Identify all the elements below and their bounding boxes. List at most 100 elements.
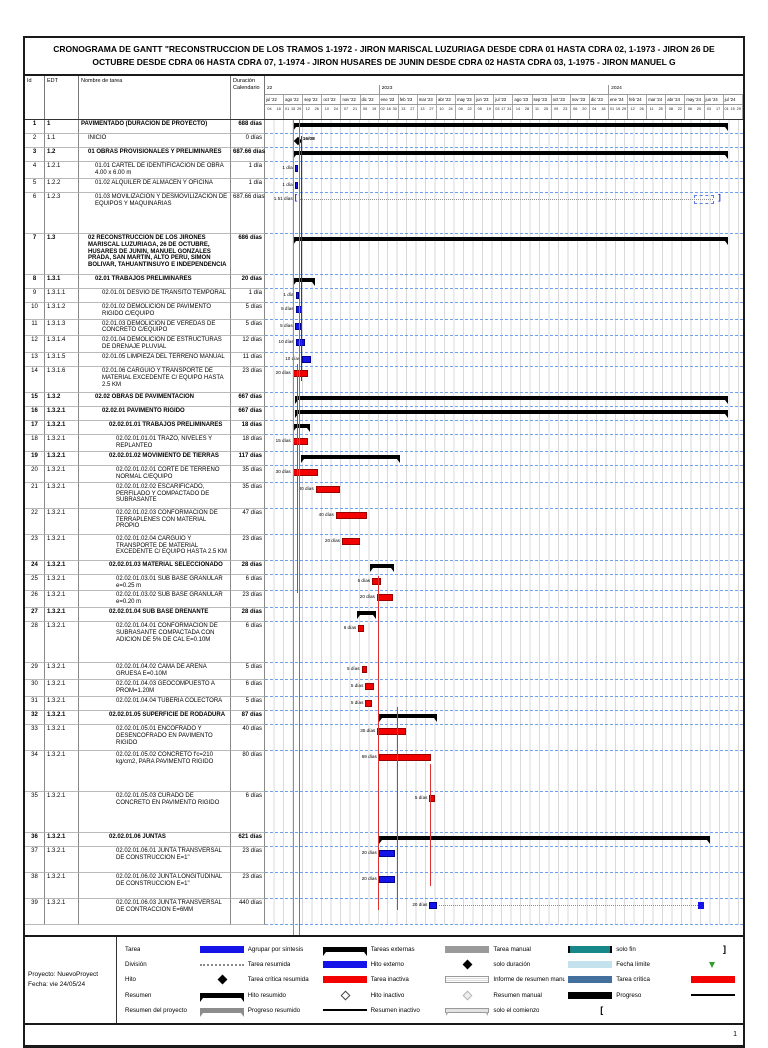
task-duration-cell: 440 días: [231, 898, 265, 925]
task-edt-cell: 1.2.1: [45, 162, 79, 179]
task-duration-cell: 35 días: [231, 465, 265, 483]
task-edt-cell: 1.3.2.1: [45, 846, 79, 873]
task-bar: [295, 339, 305, 347]
task-name-cell: 02.01.06 CARGUIO Y TRANSPORTE DE MATERIA…: [79, 367, 231, 394]
bar-duration-label: 1 día: [283, 291, 294, 297]
task-row: 28 1.3.2.1 02.02.01.04.01 CONFORMACION DE …: [25, 622, 743, 664]
task-name-cell: 02.02.01.06 JUNTAS: [79, 832, 231, 847]
summary-bar: [292, 236, 728, 245]
task-id-cell: 12: [25, 336, 45, 354]
bar-duration-label: 20 días: [324, 537, 340, 543]
legend-item: Informe de resumen manual: [493, 972, 613, 987]
timeline-month-label: may '23: [456, 94, 476, 105]
bar-duration-label: 1 día: [282, 181, 293, 187]
timeline-month-label: nov '23: [571, 94, 590, 105]
task-row: 17 1.3.2.1 02.02.01.01 TRABAJOS PRELIMINAR…: [25, 421, 743, 436]
task-id-cell: 16: [25, 407, 45, 422]
timeline-day-ticks: 10 24: [322, 105, 342, 119]
critical-task-bar: [292, 370, 308, 378]
critical-task-bar: [365, 699, 373, 707]
task-chart-cell: 20 días: [265, 898, 743, 925]
task-edt-cell: 1.3.2.1: [45, 663, 79, 681]
bar-duration-label: 20 días: [412, 901, 428, 907]
legend-box: Proyecto: NuevoProyect Fecha: vie 24/05/…: [25, 934, 743, 1023]
legend-item: Tarea manual: [493, 942, 613, 957]
task-id-cell: 22: [25, 508, 45, 535]
bar-black-caps-legend-icon: [322, 946, 367, 956]
task-id-cell: 25: [25, 574, 45, 592]
task-duration-cell: 6 días: [231, 791, 265, 833]
task-name-cell: 02.01.04 DEMOLICION DE ESTRUCTURAS DE DR…: [79, 336, 231, 354]
legend-item: Tarea resumida: [248, 957, 367, 972]
legend-item-label: Tarea crítica resumida: [247, 976, 309, 984]
task-chart-cell: 30 días: [265, 482, 743, 509]
column-header-edt: EDT: [45, 76, 79, 119]
task-name-cell: 02.02.01.04 SUB BASE DRENANTE: [79, 608, 231, 623]
task-edt-cell: 1.3.2.1: [45, 622, 79, 664]
task-chart-cell: 6 días: [265, 622, 743, 664]
task-name-cell: 02.02.01.01.01 TRAZO, NIVELES Y REPLANTE…: [79, 435, 231, 452]
task-duration-cell: 5 días: [231, 696, 265, 711]
task-name-cell: 02.02.01.05.02 CONCRETO f'c=210 kg/cm2, …: [79, 750, 231, 792]
task-id-cell: 14: [25, 367, 45, 394]
task-edt-cell: 1.3.2.1: [45, 791, 79, 833]
task-row: 35 1.3.2.1 02.02.01.05.03 CURADO DE CONCRE…: [25, 791, 743, 833]
task-edt-cell: 1.3.2.1: [45, 465, 79, 483]
task-duration-cell: 12 días: [231, 336, 265, 354]
task-id-cell: 20: [25, 465, 45, 483]
task-duration-cell: 18 días: [231, 421, 265, 436]
task-duration-cell: 688 días: [231, 120, 265, 134]
task-duration-cell: 18 días: [231, 435, 265, 452]
legend-item-label: solo fin: [616, 945, 636, 953]
timeline-day-ticks: 01 15 29: [724, 105, 743, 119]
task-id-cell: 18: [25, 435, 45, 452]
timeline-month-label: ene '24: [609, 94, 629, 105]
critical-task-bar: [292, 468, 318, 476]
critical-task-bar: [365, 683, 374, 691]
timeline-month-label: oct '22: [322, 94, 342, 105]
legend-item: solo duración: [493, 957, 613, 972]
task-id-cell: 24: [25, 560, 45, 575]
bar-red-legend-icon: [322, 976, 367, 984]
task-chart-cell: [265, 832, 743, 847]
timeline-year-label: 22: [265, 84, 380, 94]
critical-task-bar: [315, 485, 341, 493]
bar-duration-label: 5 días: [357, 577, 371, 583]
task-id-cell: 34: [25, 750, 45, 792]
task-chart-cell: 5 días: [265, 791, 743, 833]
legend-column: Tarea manual solo duración Informe de resu…: [493, 942, 613, 1018]
task-duration-cell: 117 días: [231, 451, 265, 466]
legend-item: solo fin: [616, 942, 735, 957]
bar-red-legend-icon: [690, 976, 735, 984]
bar-blue-legend-icon: [322, 961, 367, 969]
task-row: 1 1 PAVIMENTADO (DURACION DE PROYECTO) 688 …: [25, 120, 743, 134]
legend-item: Resumen manual: [493, 987, 613, 1002]
timeline-month-label: ago '22: [284, 94, 304, 105]
critical-task-bar: [377, 727, 406, 735]
task-row: 30 1.3.2.1 02.02.01.04.03 GEOCOMPUESTO A P…: [25, 680, 743, 697]
bar-duration-label: 6 días: [343, 625, 357, 631]
timeline-month-label: jul '23: [494, 94, 514, 105]
timeline-day-ticks: 01 15 29: [284, 105, 304, 119]
timeline-day-ticks: 08 22: [666, 105, 686, 119]
timeline-month-label: jun '23: [475, 94, 495, 105]
legend-item-label: Agrupar por síntesis: [247, 945, 304, 953]
timeline-day-ticks: 11 25: [533, 105, 552, 119]
task-edt-cell: 1.3.1: [45, 274, 79, 289]
task-edt-cell: 1.3.2.1: [45, 710, 79, 725]
task-duration-cell: 23 días: [231, 591, 265, 609]
legend-item: solo el comienzo: [493, 1003, 612, 1018]
summary-bar: [292, 277, 315, 286]
timeline-month-label: ago '23: [513, 94, 533, 105]
task-edt-cell: 1.3.2.1: [45, 898, 79, 925]
column-header-id: Id: [25, 76, 45, 119]
task-edt-cell: 1.3.2.1: [45, 508, 79, 535]
legend-item-label: Resumen del proyecto: [125, 1006, 187, 1014]
task-id-cell: 35: [25, 791, 45, 833]
legend-column: Agrupar por síntesis Tarea resumida Tarea …: [248, 942, 367, 1018]
task-bar: [294, 165, 299, 172]
timeline-month-label: abr '23: [437, 94, 457, 105]
task-row: 7 1.3 02 RECONSTRUCCION DE LOS JIRONES MAR…: [25, 233, 743, 275]
task-duration-cell: 687.66 días: [231, 148, 265, 162]
task-chart-cell: 1 día: [265, 288, 743, 303]
